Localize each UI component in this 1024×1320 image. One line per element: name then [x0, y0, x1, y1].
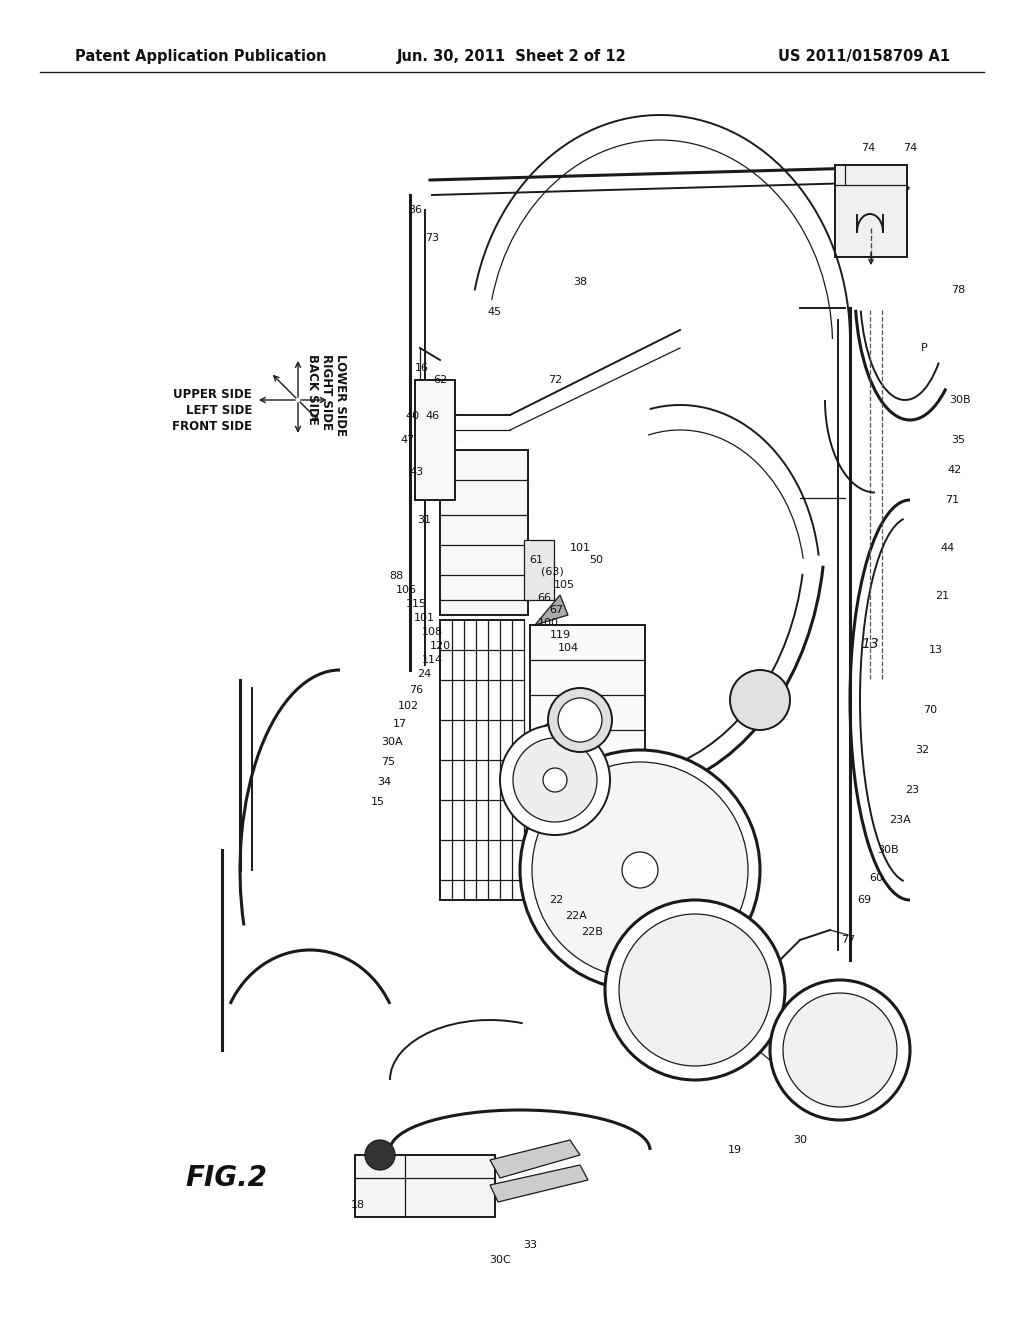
Polygon shape — [555, 744, 590, 789]
Text: UPPER SIDE: UPPER SIDE — [173, 388, 252, 400]
Circle shape — [605, 900, 785, 1080]
Text: 21: 21 — [935, 591, 949, 601]
Text: 17: 17 — [393, 719, 408, 729]
Text: (63): (63) — [541, 568, 563, 577]
Bar — [835, 165, 907, 257]
Text: 42: 42 — [948, 465, 963, 475]
Text: 43: 43 — [409, 467, 423, 477]
Text: 30: 30 — [793, 1135, 807, 1144]
Text: 19: 19 — [728, 1144, 742, 1155]
Text: BACK SIDE: BACK SIDE — [306, 354, 319, 425]
Text: 71: 71 — [945, 495, 959, 506]
Text: 108: 108 — [422, 627, 442, 638]
Text: 23: 23 — [905, 785, 920, 795]
Text: 61: 61 — [529, 554, 543, 565]
Text: FRONT SIDE: FRONT SIDE — [172, 420, 252, 433]
Text: 16: 16 — [415, 363, 429, 374]
Text: P: P — [921, 343, 928, 352]
Text: 70: 70 — [923, 705, 937, 715]
Text: 22B: 22B — [581, 927, 603, 937]
Text: Patent Application Publication: Patent Application Publication — [75, 49, 327, 65]
Text: 23A: 23A — [889, 814, 911, 825]
Text: 46: 46 — [425, 411, 439, 421]
Text: 31: 31 — [417, 515, 431, 525]
Text: 88: 88 — [389, 572, 403, 581]
Text: 33: 33 — [523, 1239, 537, 1250]
Text: 30A: 30A — [381, 737, 402, 747]
Text: 102: 102 — [397, 701, 419, 711]
Text: 73: 73 — [425, 234, 439, 243]
Polygon shape — [415, 380, 455, 500]
Text: 32: 32 — [914, 744, 929, 755]
Circle shape — [558, 698, 602, 742]
Circle shape — [783, 993, 897, 1107]
Circle shape — [365, 1140, 395, 1170]
Circle shape — [543, 768, 567, 792]
Text: 106: 106 — [395, 585, 417, 595]
Text: 45: 45 — [488, 308, 502, 317]
Circle shape — [520, 750, 760, 990]
Text: 44: 44 — [941, 543, 955, 553]
Bar — [524, 540, 554, 601]
Text: 47: 47 — [400, 436, 415, 445]
Circle shape — [548, 688, 612, 752]
Text: 50: 50 — [589, 554, 603, 565]
Text: 30B: 30B — [949, 395, 971, 405]
Polygon shape — [490, 1140, 580, 1177]
Text: 38: 38 — [573, 277, 587, 286]
Text: US 2011/0158709 A1: US 2011/0158709 A1 — [778, 49, 950, 65]
Polygon shape — [490, 1166, 588, 1203]
Text: 77: 77 — [841, 935, 855, 945]
Text: 72: 72 — [548, 375, 562, 385]
Text: FIG.2: FIG.2 — [185, 1164, 267, 1192]
Text: 74: 74 — [861, 143, 876, 153]
Text: 66: 66 — [537, 593, 551, 603]
Text: 114: 114 — [422, 655, 442, 665]
Text: 30B: 30B — [878, 845, 899, 855]
Text: 78: 78 — [951, 285, 966, 294]
Text: 34: 34 — [377, 777, 391, 787]
Text: 30C: 30C — [489, 1255, 511, 1265]
Text: 22A: 22A — [565, 911, 587, 921]
Text: 60: 60 — [869, 873, 883, 883]
Text: 67: 67 — [549, 605, 563, 615]
Text: 36: 36 — [408, 205, 422, 215]
Text: 115: 115 — [406, 599, 427, 609]
Circle shape — [618, 913, 771, 1067]
Text: Jun. 30, 2011  Sheet 2 of 12: Jun. 30, 2011 Sheet 2 of 12 — [397, 49, 627, 65]
Circle shape — [500, 725, 610, 836]
Text: 101: 101 — [414, 612, 434, 623]
Text: 40: 40 — [404, 411, 419, 421]
Text: 13: 13 — [861, 638, 879, 651]
Text: LOWER SIDE: LOWER SIDE — [334, 354, 347, 436]
Circle shape — [532, 762, 748, 978]
Text: 119: 119 — [550, 630, 570, 640]
Text: 76: 76 — [409, 685, 423, 696]
Circle shape — [770, 979, 910, 1119]
Bar — [440, 450, 528, 615]
Text: 18: 18 — [351, 1200, 366, 1210]
Text: 75: 75 — [381, 756, 395, 767]
Text: LEFT SIDE: LEFT SIDE — [185, 404, 252, 417]
Text: 105: 105 — [554, 579, 574, 590]
Text: 15: 15 — [371, 797, 385, 807]
Text: 104: 104 — [557, 643, 579, 653]
Text: 100: 100 — [538, 618, 558, 628]
Text: 24: 24 — [417, 669, 431, 678]
Text: 35: 35 — [951, 436, 965, 445]
Circle shape — [730, 671, 790, 730]
Text: 13: 13 — [929, 645, 943, 655]
Circle shape — [622, 851, 658, 888]
Bar — [530, 624, 645, 780]
Circle shape — [513, 738, 597, 822]
Text: RIGHT SIDE: RIGHT SIDE — [319, 354, 333, 430]
Text: 22: 22 — [549, 895, 563, 906]
Bar — [355, 1155, 495, 1217]
Polygon shape — [535, 595, 568, 624]
Text: 62: 62 — [433, 375, 447, 385]
Text: 120: 120 — [429, 642, 451, 651]
Text: 69: 69 — [857, 895, 871, 906]
Text: 74: 74 — [903, 143, 918, 153]
Text: 101: 101 — [569, 543, 591, 553]
